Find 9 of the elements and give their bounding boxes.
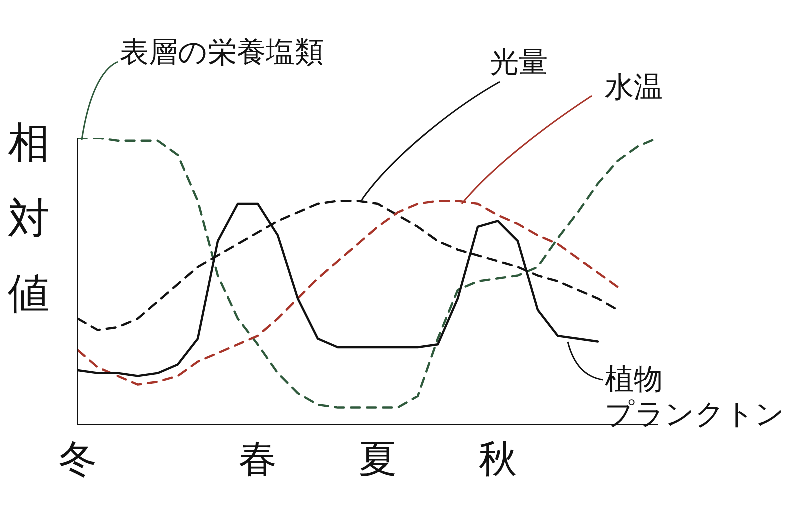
text: 水温 — [605, 70, 663, 105]
text: 光量 — [490, 45, 548, 80]
y-axis-title: 相対値 — [8, 117, 51, 320]
legend-label: 植物プランクトン — [605, 362, 785, 432]
x-tick-label: 春 — [239, 436, 277, 481]
x-tick-label: 夏 — [359, 436, 397, 481]
x-tick-label: 冬 — [59, 436, 97, 481]
x-tick-label: 秋 — [479, 436, 517, 481]
text: 表層の栄養塩類 — [120, 35, 324, 70]
